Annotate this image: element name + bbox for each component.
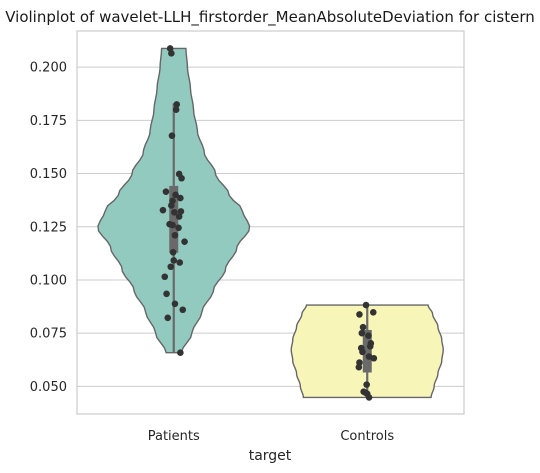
data-point: [365, 394, 373, 401]
data-point: [159, 206, 167, 214]
iqr-box-patients: [169, 185, 179, 253]
data-point: [161, 273, 169, 281]
data-point: [173, 101, 181, 108]
iqr-box-controls: [362, 329, 372, 373]
y-tick-label: 0.175: [30, 114, 67, 129]
chart-title: Violinplot of wavelet-LLH_firstorder_Mea…: [5, 8, 535, 27]
data-point: [163, 290, 170, 298]
y-tick-label: 0.075: [30, 327, 67, 342]
data-point: [167, 263, 175, 271]
x-tick-label: Patients: [148, 429, 200, 444]
plot-frame: [76, 30, 465, 415]
data-point: [359, 323, 367, 331]
data-point: [179, 306, 187, 314]
data-point: [362, 301, 370, 309]
data-point: [178, 174, 185, 182]
data-point: [359, 348, 366, 356]
y-axis: 0.050 0.075 0.100 0.125 0.150 0.175 0.200: [30, 61, 67, 395]
data-point: [175, 213, 183, 220]
x-tick-label: Controls: [340, 429, 394, 444]
point-layer: [159, 45, 378, 401]
data-point: [162, 188, 170, 195]
data-point: [370, 354, 378, 362]
data-point: [365, 332, 372, 339]
data-point: [169, 248, 177, 256]
data-point: [181, 238, 188, 245]
y-tick-label: 0.050: [30, 380, 67, 395]
y-tick-label: 0.150: [30, 167, 67, 182]
x-axis-label: target: [249, 448, 292, 464]
violin-layer: [97, 47, 444, 399]
y-tick-label: 0.200: [30, 61, 67, 76]
data-point: [170, 257, 178, 264]
data-point: [169, 221, 176, 229]
y-tick-label: 0.125: [30, 220, 67, 235]
data-point: [176, 259, 184, 266]
data-point: [363, 381, 370, 388]
data-point: [172, 106, 180, 114]
y-tick-label: 0.100: [30, 273, 67, 288]
data-point: [171, 231, 179, 239]
data-point: [369, 308, 377, 316]
data-point: [358, 329, 366, 337]
data-point: [168, 202, 175, 209]
data-point: [177, 194, 184, 202]
data-point: [168, 132, 176, 139]
data-point: [177, 208, 185, 215]
data-point: [366, 343, 374, 350]
data-point: [171, 300, 179, 308]
x-axis: Patients Controls: [148, 429, 395, 444]
data-point: [172, 191, 179, 199]
data-point: [164, 314, 172, 322]
data-point: [356, 311, 363, 318]
data-point: [355, 363, 363, 371]
data-point: [168, 50, 175, 57]
data-point: [171, 208, 178, 216]
data-point: [177, 349, 184, 357]
data-point: [175, 224, 182, 232]
